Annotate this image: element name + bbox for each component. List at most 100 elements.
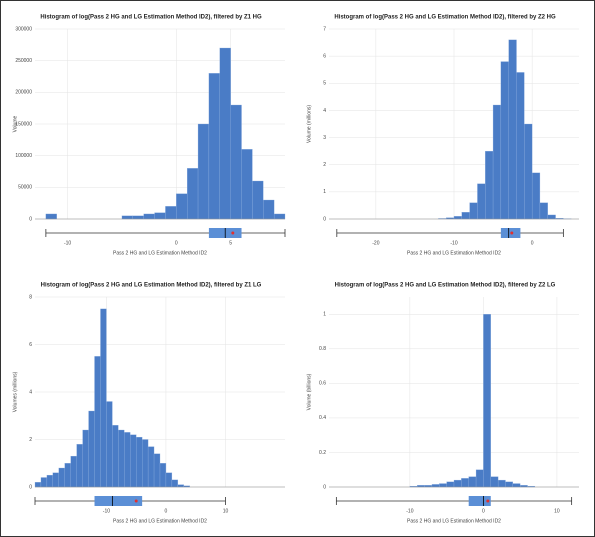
y-tick-label: 50000 — [18, 185, 32, 191]
bar — [118, 429, 125, 488]
bar — [58, 467, 65, 488]
y-tick-label: 4 — [323, 108, 326, 114]
bar — [171, 479, 179, 488]
bar — [124, 432, 131, 488]
x-tick-label: -10 — [450, 240, 457, 246]
bar — [197, 123, 210, 220]
bar — [88, 410, 95, 488]
y-tick-label: 0.6 — [319, 381, 326, 387]
bar — [176, 193, 188, 220]
bar — [524, 123, 533, 220]
bar — [94, 356, 101, 488]
y-tick-label: 0 — [29, 484, 32, 490]
bar — [485, 150, 494, 220]
bar — [52, 472, 59, 488]
bar — [187, 168, 199, 220]
bar — [512, 483, 521, 488]
y-tick-label: 0 — [323, 484, 326, 490]
bar — [165, 472, 173, 488]
x-axis-label: Pass 2 HG and LG Estimation Method ID2 — [407, 518, 501, 524]
x-axis-label: Pass 2 HG and LG Estimation Method ID2 — [407, 250, 501, 256]
bar — [34, 482, 42, 488]
y-tick-label: 4 — [29, 389, 32, 395]
bar — [453, 216, 462, 220]
bar — [461, 212, 470, 220]
bar — [520, 485, 528, 488]
x-tick-label: 0 — [165, 508, 168, 514]
bar — [424, 485, 433, 488]
x-tick-label: 0 — [482, 508, 485, 514]
y-tick-label: 2 — [29, 437, 32, 443]
bar — [453, 479, 462, 488]
mean-marker — [486, 499, 490, 503]
chart-title: Histogram of log(Pass 2 HG and LG Estima… — [334, 15, 556, 21]
bar — [143, 213, 155, 220]
bar — [273, 213, 286, 220]
y-tick-label: 100000 — [15, 153, 32, 159]
panel: Histogram of log(Pass 2 HG and LG Estima… — [12, 15, 286, 256]
y-tick-label: 6 — [29, 342, 32, 348]
bar — [539, 202, 548, 220]
panel: Histogram of log(Pass 2 HG and LG Estima… — [306, 15, 579, 256]
bar — [468, 476, 477, 488]
bar — [490, 476, 499, 488]
bar — [153, 453, 161, 488]
y-tick-label: 1 — [323, 312, 326, 318]
x-axis-label: Pass 2 HG and LG Estimation Method ID2 — [113, 250, 207, 256]
bar — [147, 446, 155, 488]
chart-title: Histogram of log(Pass 2 HG and LG Estima… — [41, 283, 262, 289]
bar — [516, 72, 525, 220]
bar — [46, 474, 54, 488]
bar — [165, 206, 177, 220]
bar — [100, 308, 107, 488]
bar — [112, 425, 119, 488]
y-tick-label: 0.8 — [319, 346, 326, 352]
y-tick-label: 2 — [323, 162, 326, 168]
bar — [136, 436, 143, 488]
mean-marker — [510, 231, 514, 235]
y-tick-label: 0 — [323, 216, 326, 222]
bar — [252, 180, 264, 220]
x-tick-label: -10 — [103, 508, 110, 514]
panel: Histogram of log(Pass 2 HG and LG Estima… — [306, 283, 579, 524]
bar — [132, 215, 144, 220]
box — [94, 496, 143, 506]
bar — [475, 469, 484, 488]
x-tick-label: 10 — [223, 508, 229, 514]
bar — [154, 212, 166, 220]
y-tick-label: 7 — [323, 26, 326, 32]
bar — [40, 477, 48, 488]
bar — [230, 104, 242, 220]
x-tick-label: 10 — [554, 508, 560, 514]
bar — [241, 149, 253, 220]
x-tick-label: -10 — [64, 240, 71, 246]
bar — [263, 199, 275, 220]
bar — [159, 463, 167, 488]
y-tick-label: 1 — [323, 189, 326, 195]
y-tick-label: 8 — [29, 294, 32, 300]
y-tick-label: 250000 — [15, 58, 32, 64]
bar — [469, 202, 478, 220]
bar — [76, 444, 83, 488]
bar — [177, 484, 184, 488]
bar — [531, 172, 541, 220]
x-tick-label: 0 — [175, 240, 178, 246]
bar — [219, 47, 231, 220]
y-tick-label: 3 — [323, 135, 326, 141]
chart-title: Histogram of log(Pass 2 HG and LG Estima… — [40, 15, 262, 21]
y-axis-label: Volumes (millions) — [12, 371, 18, 412]
y-axis-label: Volume (millions) — [306, 105, 312, 143]
y-tick-label: 0 — [29, 216, 32, 222]
y-tick-label: 200000 — [15, 90, 32, 96]
y-tick-label: 0.2 — [319, 450, 326, 456]
x-tick-label: 0 — [531, 240, 534, 246]
x-tick-label: -10 — [406, 508, 413, 514]
x-axis-label: Pass 2 HG and LG Estimation Method ID2 — [113, 518, 207, 524]
y-axis-label: Volume (billions) — [306, 373, 312, 410]
bar — [82, 429, 89, 488]
bar — [508, 39, 517, 220]
chart-title: Histogram of log(Pass 2 HG and LG Estima… — [335, 283, 556, 289]
bar — [106, 401, 113, 488]
bar — [500, 61, 509, 220]
